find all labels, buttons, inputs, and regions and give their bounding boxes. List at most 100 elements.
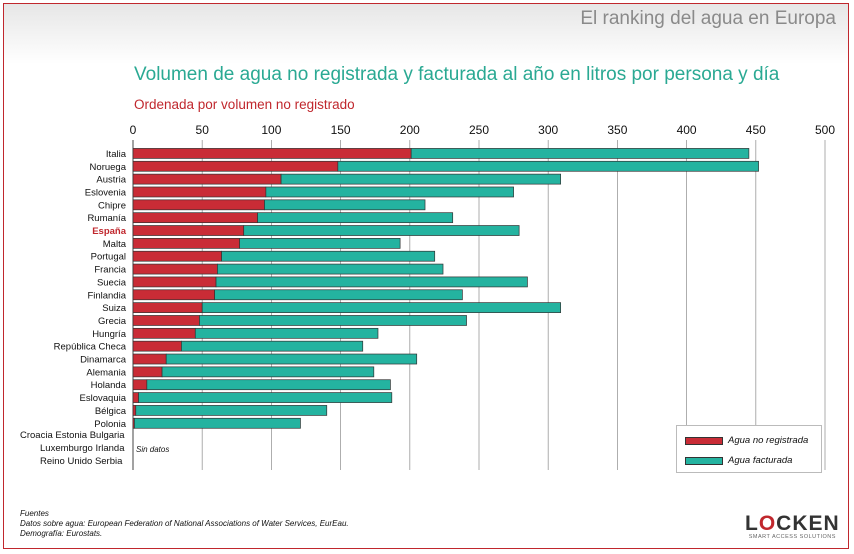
bar-facturada	[146, 379, 391, 391]
logo-wordmark: LOCKEN	[745, 512, 840, 535]
chart-legend: Agua no registrada Agua facturada	[676, 425, 822, 473]
y-tick-label: Finlandia	[87, 290, 126, 301]
bar-no-registrada	[132, 289, 216, 301]
bar-facturada	[239, 238, 401, 249]
x-tick-label: 350	[607, 123, 627, 137]
bar-facturada	[161, 366, 375, 378]
y-tick-label: Bélgica	[95, 406, 127, 417]
bar-no-registrada	[132, 250, 222, 262]
bar-no-registrada	[132, 302, 203, 313]
bar-facturada	[201, 302, 562, 313]
no-data-country: Bulgaria	[89, 430, 125, 441]
sources-line: Demografía: Eurostats.	[20, 529, 103, 538]
bar-no-registrada	[132, 327, 196, 339]
y-tick-label: Francia	[94, 265, 126, 276]
y-tick-label: Dinamarca	[80, 355, 127, 366]
bar-no-registrada	[132, 148, 412, 159]
y-tick-label: Suiza	[102, 303, 126, 314]
bar-no-registrada	[132, 340, 182, 352]
bar-facturada	[165, 353, 418, 365]
bar-facturada	[181, 340, 364, 352]
bar-no-registrada	[132, 160, 339, 172]
bar-no-registrada	[132, 276, 217, 288]
y-tick-label: Noruega	[90, 162, 127, 173]
bar-no-registrada	[132, 405, 137, 416]
x-tick-label: 100	[261, 123, 281, 137]
no-data-country: Reino Unido	[40, 456, 93, 467]
y-tick-label: Alemania	[86, 367, 126, 378]
x-tick-label: 150	[331, 123, 351, 137]
bar-no-registrada	[132, 225, 245, 236]
y-tick-label: España	[92, 226, 127, 237]
bar-facturada	[243, 225, 520, 236]
no-data-row-3: Reino Unido Serbia	[40, 456, 122, 467]
bar-no-registrada	[132, 173, 282, 185]
no-data-country: Luxemburgo	[40, 443, 93, 454]
y-tick-label: Eslovenia	[85, 187, 127, 198]
bar-facturada	[214, 289, 463, 301]
x-tick-label: 0	[130, 123, 137, 137]
no-data-country: Estonia	[55, 430, 88, 441]
x-tick-label: 400	[677, 123, 697, 137]
locken-logo: LOCKEN SMART ACCESS SOLUTIONS	[745, 512, 840, 540]
x-tick-label: 250	[469, 123, 489, 137]
y-tick-label: Rumanía	[87, 213, 126, 224]
y-tick-label: Portugal	[91, 252, 126, 263]
legend-swatch-red	[685, 436, 723, 445]
bar-facturada	[265, 186, 514, 198]
bar-facturada	[337, 160, 759, 172]
y-tick-label: Eslovaquia	[80, 393, 127, 404]
bar-facturada	[280, 173, 562, 185]
sources-heading: Fuentes	[20, 509, 49, 518]
bar-facturada	[194, 327, 379, 339]
sources-line: Datos sobre agua: European Federation of…	[20, 519, 349, 528]
bar-no-registrada	[132, 186, 267, 198]
bar-no-registrada	[132, 212, 258, 224]
bar-no-registrada	[132, 315, 200, 326]
bar-facturada	[217, 263, 444, 275]
sources-block: Fuentes Datos sobre agua: European Feder…	[20, 509, 349, 539]
x-tick-label: 200	[400, 123, 420, 137]
bar-facturada	[410, 148, 750, 159]
bar-facturada	[257, 212, 454, 224]
legend-item-facturada: Agua facturada	[685, 455, 792, 466]
no-data-country: Irlanda	[95, 443, 125, 454]
bar-no-registrada	[132, 379, 148, 391]
y-tick-label: Holanda	[91, 380, 127, 391]
chart-title: Volumen de agua no registrada y facturad…	[134, 64, 780, 85]
x-tick-label: 450	[746, 123, 766, 137]
no-data-note: Sin datos	[136, 445, 170, 454]
x-tick-label: 500	[815, 123, 835, 137]
bar-facturada	[135, 405, 328, 416]
x-tick-label: 300	[538, 123, 558, 137]
y-tick-label: República Checa	[54, 342, 127, 353]
no-data-row-1: Croacia Estonia Bulgaria	[20, 430, 125, 441]
legend-label: Agua no registrada	[728, 435, 809, 446]
bar-no-registrada	[132, 263, 218, 275]
page-title: El ranking del agua en Europa	[580, 8, 836, 29]
y-tick-label: Malta	[103, 239, 127, 250]
bar-no-registrada	[132, 353, 167, 365]
y-tick-label: Austria	[96, 175, 126, 186]
chart-subtitle: Ordenada por volumen no registrado	[134, 97, 355, 112]
y-tick-label: Grecia	[98, 316, 127, 327]
bar-facturada	[221, 250, 436, 262]
bar-facturada	[134, 417, 301, 429]
y-tick-label: Polonia	[94, 419, 126, 430]
y-tick-label: Suecia	[97, 277, 127, 288]
bar-no-registrada	[132, 199, 265, 211]
legend-label: Agua facturada	[728, 455, 793, 466]
y-tick-label: Hungría	[92, 329, 127, 340]
logo-tagline: SMART ACCESS SOLUTIONS	[748, 534, 836, 540]
legend-swatch-teal	[685, 456, 723, 465]
bar-no-registrada	[132, 392, 139, 403]
bar-no-registrada	[132, 238, 240, 249]
bar-no-registrada	[132, 366, 163, 378]
no-data-row-2: Luxemburgo Irlanda	[40, 443, 125, 454]
x-tick-label: 50	[196, 123, 210, 137]
bar-facturada	[215, 276, 528, 288]
no-data-country: Serbia	[94, 456, 123, 467]
y-tick-label: Italia	[106, 149, 127, 160]
bar-facturada	[138, 392, 393, 403]
